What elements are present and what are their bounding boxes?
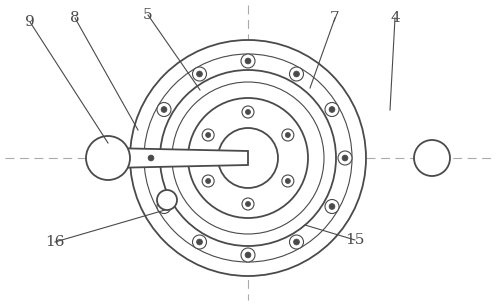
Polygon shape: [108, 148, 248, 168]
Circle shape: [206, 132, 211, 138]
Text: 7: 7: [330, 11, 340, 25]
Circle shape: [245, 252, 251, 258]
Circle shape: [161, 106, 167, 113]
Circle shape: [242, 106, 254, 118]
Circle shape: [157, 102, 171, 117]
Circle shape: [188, 98, 308, 218]
Circle shape: [192, 67, 206, 81]
Circle shape: [157, 190, 177, 210]
Circle shape: [329, 203, 335, 210]
Circle shape: [294, 239, 299, 245]
Circle shape: [325, 102, 339, 117]
Circle shape: [329, 106, 335, 113]
Circle shape: [206, 178, 211, 184]
Text: 5: 5: [143, 8, 153, 22]
Circle shape: [172, 82, 324, 234]
Circle shape: [196, 239, 202, 245]
Circle shape: [289, 67, 304, 81]
Circle shape: [246, 109, 250, 114]
Circle shape: [285, 178, 290, 184]
Circle shape: [86, 136, 130, 180]
Circle shape: [246, 202, 250, 206]
Circle shape: [242, 198, 254, 210]
Circle shape: [285, 132, 290, 138]
Circle shape: [148, 155, 154, 161]
Circle shape: [414, 140, 450, 176]
Circle shape: [342, 155, 348, 161]
Circle shape: [144, 54, 352, 262]
Text: 15: 15: [345, 233, 365, 247]
Circle shape: [218, 128, 278, 188]
Text: 4: 4: [390, 11, 400, 25]
Text: 9: 9: [25, 15, 35, 29]
Circle shape: [144, 151, 158, 165]
Text: 16: 16: [45, 235, 65, 249]
Circle shape: [202, 175, 214, 187]
Circle shape: [289, 235, 304, 249]
Circle shape: [202, 129, 214, 141]
Text: 8: 8: [70, 11, 80, 25]
Circle shape: [241, 54, 255, 68]
Circle shape: [161, 203, 167, 210]
Circle shape: [338, 151, 352, 165]
Circle shape: [241, 248, 255, 262]
Circle shape: [245, 58, 251, 64]
Circle shape: [325, 199, 339, 213]
Circle shape: [192, 235, 206, 249]
Circle shape: [160, 70, 336, 246]
Circle shape: [196, 71, 202, 77]
Circle shape: [157, 199, 171, 213]
Circle shape: [130, 40, 366, 276]
Circle shape: [282, 129, 294, 141]
Circle shape: [282, 175, 294, 187]
Circle shape: [294, 71, 299, 77]
